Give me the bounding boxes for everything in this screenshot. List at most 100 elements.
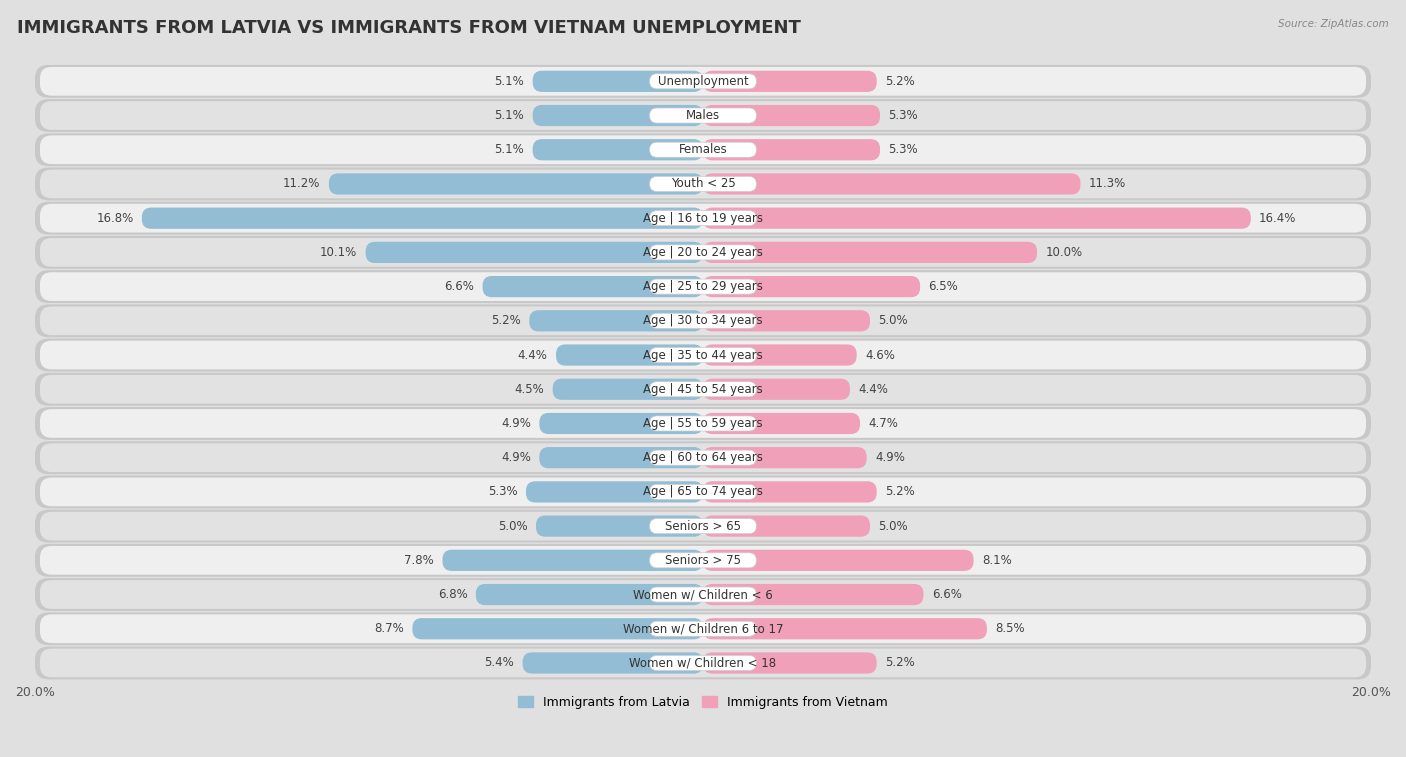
FancyBboxPatch shape <box>35 202 1371 235</box>
Text: Women w/ Children 6 to 17: Women w/ Children 6 to 17 <box>623 622 783 635</box>
FancyBboxPatch shape <box>39 67 1367 95</box>
FancyBboxPatch shape <box>703 516 870 537</box>
Text: 16.4%: 16.4% <box>1260 212 1296 225</box>
FancyBboxPatch shape <box>703 276 920 298</box>
FancyBboxPatch shape <box>650 279 756 294</box>
Text: Age | 30 to 34 years: Age | 30 to 34 years <box>643 314 763 327</box>
FancyBboxPatch shape <box>703 481 877 503</box>
FancyBboxPatch shape <box>35 304 1371 338</box>
FancyBboxPatch shape <box>533 139 703 160</box>
FancyBboxPatch shape <box>650 176 756 192</box>
Text: 4.5%: 4.5% <box>515 383 544 396</box>
FancyBboxPatch shape <box>142 207 703 229</box>
FancyBboxPatch shape <box>533 105 703 126</box>
Text: Source: ZipAtlas.com: Source: ZipAtlas.com <box>1278 19 1389 29</box>
FancyBboxPatch shape <box>703 618 987 640</box>
FancyBboxPatch shape <box>35 99 1371 132</box>
Text: 5.0%: 5.0% <box>498 519 527 533</box>
FancyBboxPatch shape <box>650 382 756 397</box>
FancyBboxPatch shape <box>35 270 1371 303</box>
FancyBboxPatch shape <box>329 173 703 195</box>
Text: 5.1%: 5.1% <box>495 143 524 156</box>
FancyBboxPatch shape <box>650 450 756 466</box>
FancyBboxPatch shape <box>650 553 756 568</box>
Text: 5.3%: 5.3% <box>889 109 918 122</box>
FancyBboxPatch shape <box>703 584 924 605</box>
Text: 5.0%: 5.0% <box>879 314 908 327</box>
FancyBboxPatch shape <box>35 441 1371 474</box>
FancyBboxPatch shape <box>703 70 877 92</box>
Text: Women w/ Children < 18: Women w/ Children < 18 <box>630 656 776 669</box>
Text: 5.0%: 5.0% <box>879 519 908 533</box>
FancyBboxPatch shape <box>35 612 1371 645</box>
FancyBboxPatch shape <box>703 378 851 400</box>
FancyBboxPatch shape <box>650 621 756 637</box>
Text: 4.4%: 4.4% <box>858 383 889 396</box>
Text: Unemployment: Unemployment <box>658 75 748 88</box>
Text: 4.7%: 4.7% <box>869 417 898 430</box>
FancyBboxPatch shape <box>39 204 1367 232</box>
Text: Women w/ Children < 6: Women w/ Children < 6 <box>633 588 773 601</box>
Text: IMMIGRANTS FROM LATVIA VS IMMIGRANTS FROM VIETNAM UNEMPLOYMENT: IMMIGRANTS FROM LATVIA VS IMMIGRANTS FRO… <box>17 19 801 37</box>
Text: Age | 45 to 54 years: Age | 45 to 54 years <box>643 383 763 396</box>
Text: Age | 20 to 24 years: Age | 20 to 24 years <box>643 246 763 259</box>
FancyBboxPatch shape <box>35 167 1371 201</box>
FancyBboxPatch shape <box>475 584 703 605</box>
FancyBboxPatch shape <box>703 413 860 434</box>
Text: 4.6%: 4.6% <box>865 348 894 362</box>
Text: 10.1%: 10.1% <box>321 246 357 259</box>
Text: 6.6%: 6.6% <box>444 280 474 293</box>
FancyBboxPatch shape <box>533 70 703 92</box>
FancyBboxPatch shape <box>39 615 1367 643</box>
FancyBboxPatch shape <box>443 550 703 571</box>
Text: 8.5%: 8.5% <box>995 622 1025 635</box>
FancyBboxPatch shape <box>39 512 1367 540</box>
Text: 5.3%: 5.3% <box>889 143 918 156</box>
FancyBboxPatch shape <box>650 210 756 226</box>
Text: Age | 55 to 59 years: Age | 55 to 59 years <box>643 417 763 430</box>
FancyBboxPatch shape <box>650 313 756 329</box>
FancyBboxPatch shape <box>540 447 703 469</box>
FancyBboxPatch shape <box>703 173 1080 195</box>
FancyBboxPatch shape <box>39 238 1367 266</box>
FancyBboxPatch shape <box>412 618 703 640</box>
Text: Age | 25 to 29 years: Age | 25 to 29 years <box>643 280 763 293</box>
FancyBboxPatch shape <box>35 373 1371 406</box>
FancyBboxPatch shape <box>39 546 1367 575</box>
Text: 5.4%: 5.4% <box>485 656 515 669</box>
FancyBboxPatch shape <box>366 241 703 263</box>
Text: Females: Females <box>679 143 727 156</box>
FancyBboxPatch shape <box>703 105 880 126</box>
FancyBboxPatch shape <box>650 73 756 89</box>
FancyBboxPatch shape <box>703 344 856 366</box>
Legend: Immigrants from Latvia, Immigrants from Vietnam: Immigrants from Latvia, Immigrants from … <box>513 691 893 714</box>
FancyBboxPatch shape <box>35 65 1371 98</box>
Text: 4.9%: 4.9% <box>501 417 531 430</box>
Text: 7.8%: 7.8% <box>405 554 434 567</box>
FancyBboxPatch shape <box>703 207 1251 229</box>
FancyBboxPatch shape <box>39 341 1367 369</box>
FancyBboxPatch shape <box>529 310 703 332</box>
FancyBboxPatch shape <box>703 447 866 469</box>
FancyBboxPatch shape <box>536 516 703 537</box>
FancyBboxPatch shape <box>553 378 703 400</box>
Text: 8.7%: 8.7% <box>374 622 404 635</box>
FancyBboxPatch shape <box>39 101 1367 130</box>
FancyBboxPatch shape <box>555 344 703 366</box>
FancyBboxPatch shape <box>39 375 1367 403</box>
FancyBboxPatch shape <box>703 139 880 160</box>
FancyBboxPatch shape <box>39 170 1367 198</box>
FancyBboxPatch shape <box>650 484 756 500</box>
FancyBboxPatch shape <box>39 649 1367 678</box>
Text: Seniors > 65: Seniors > 65 <box>665 519 741 533</box>
FancyBboxPatch shape <box>703 310 870 332</box>
FancyBboxPatch shape <box>35 407 1371 440</box>
Text: Youth < 25: Youth < 25 <box>671 177 735 191</box>
FancyBboxPatch shape <box>39 136 1367 164</box>
Text: 10.0%: 10.0% <box>1046 246 1083 259</box>
Text: 5.2%: 5.2% <box>884 485 915 498</box>
FancyBboxPatch shape <box>35 133 1371 167</box>
FancyBboxPatch shape <box>35 646 1371 679</box>
Text: Age | 16 to 19 years: Age | 16 to 19 years <box>643 212 763 225</box>
FancyBboxPatch shape <box>39 580 1367 609</box>
